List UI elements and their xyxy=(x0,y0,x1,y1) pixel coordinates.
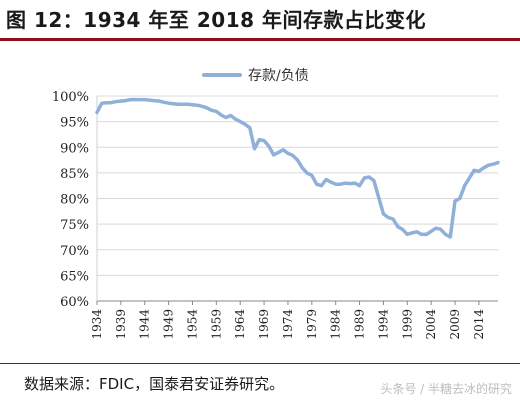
title-divider xyxy=(0,38,520,41)
y-tick-label: 80% xyxy=(60,193,89,208)
x-tick-label: 2009 xyxy=(448,309,462,340)
grid-lines xyxy=(97,95,498,276)
y-tick-labels: 100% 95% 90% 85% 80% 75% 70% 65% 60% xyxy=(52,90,89,310)
x-tick-label: 1939 xyxy=(114,309,128,340)
footer-divider xyxy=(0,363,520,364)
x-tick-label: 1989 xyxy=(353,309,367,340)
x-tick-labels: 1934 1939 1944 1949 1954 1959 1964 1969 1974 1979… xyxy=(90,301,486,340)
y-tick-label: 70% xyxy=(60,244,89,259)
x-tick-label: 1959 xyxy=(209,309,223,340)
legend: 存款/负债 xyxy=(202,68,309,84)
x-tick-label: 1949 xyxy=(162,309,176,340)
y-tick-label: 100% xyxy=(52,90,89,105)
x-tick-label: 2014 xyxy=(472,309,486,340)
x-tick-label: 1969 xyxy=(257,309,271,340)
y-tick-label: 65% xyxy=(60,269,89,284)
y-tick-label: 90% xyxy=(60,141,89,156)
figure-title: 图 12：1934 年至 2018 年间存款占比变化 xyxy=(6,8,427,32)
x-tick-label: 1964 xyxy=(233,309,247,340)
x-tick-label: 1979 xyxy=(305,309,319,340)
y-tick-label: 95% xyxy=(60,116,89,131)
x-tick-label: 1954 xyxy=(185,309,199,340)
y-tick-label: 60% xyxy=(60,295,89,310)
watermark-text: 头条号 / 半糖去冰的研究 xyxy=(380,382,512,396)
line-chart: 100% 95% 90% 85% 80% 75% 70% 65% 60% 1934 1939 194… xyxy=(52,68,500,340)
source-note: 数据来源：FDIC，国泰君安证券研究。 xyxy=(24,375,285,393)
x-tick-label: 1984 xyxy=(329,309,343,340)
x-tick-label: 1944 xyxy=(138,309,152,340)
x-tick-label: 2004 xyxy=(424,309,438,340)
x-tick-label: 1974 xyxy=(281,309,295,340)
x-tick-label: 1994 xyxy=(376,309,390,340)
series-line xyxy=(95,97,500,239)
x-tick-label: 1934 xyxy=(90,309,104,340)
y-tick-label: 85% xyxy=(60,167,89,182)
legend-label: 存款/负债 xyxy=(248,68,309,84)
x-tick-label: 1999 xyxy=(400,309,414,340)
series-lines xyxy=(95,97,500,239)
y-tick-label: 75% xyxy=(60,218,89,233)
